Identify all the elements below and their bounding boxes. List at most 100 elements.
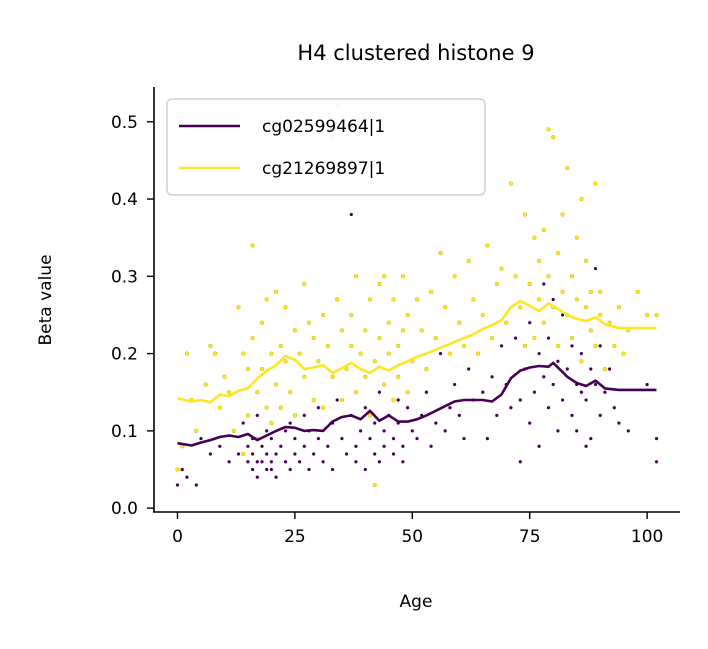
scatter-point bbox=[541, 227, 546, 233]
scatter-point bbox=[574, 235, 579, 240]
scatter-point bbox=[288, 390, 293, 395]
scatter-point bbox=[316, 436, 321, 441]
scatter-point bbox=[400, 274, 406, 279]
scatter-point bbox=[475, 351, 481, 356]
scatter-point bbox=[283, 459, 288, 464]
scatter-point bbox=[480, 390, 485, 395]
scatter-point bbox=[255, 475, 260, 480]
scatter-point bbox=[424, 390, 429, 395]
x-tick-label: 0 bbox=[172, 527, 183, 547]
scatter-point bbox=[579, 196, 584, 202]
y-axis-label: Beta value bbox=[36, 254, 56, 345]
scatter-point bbox=[546, 405, 551, 410]
scatter-point bbox=[175, 482, 180, 488]
scatter-point bbox=[320, 312, 326, 318]
scatter-point bbox=[598, 413, 603, 418]
scatter-point bbox=[316, 405, 321, 410]
scatter-point bbox=[302, 444, 307, 449]
scatter-point bbox=[546, 127, 551, 132]
legend-label-cg02599464: cg02599464|1 bbox=[262, 117, 385, 137]
scatter-point bbox=[236, 451, 241, 457]
scatter-point bbox=[644, 312, 650, 318]
scatter-point bbox=[635, 289, 640, 294]
scatter-point bbox=[443, 305, 448, 310]
scatter-point bbox=[405, 405, 410, 410]
scatter-point bbox=[626, 428, 631, 434]
scatter-point bbox=[273, 289, 279, 294]
scatter-point bbox=[583, 258, 589, 264]
scatter-point bbox=[461, 436, 467, 441]
scatter-point bbox=[593, 382, 598, 387]
scatter-point bbox=[574, 428, 579, 434]
scatter-point bbox=[363, 405, 368, 410]
plot-area bbox=[175, 104, 659, 488]
scatter-point bbox=[565, 165, 570, 171]
scatter-point bbox=[269, 351, 274, 356]
legend-label-cg21269897: cg21269897|1 bbox=[262, 159, 385, 179]
scatter-point bbox=[372, 359, 377, 364]
scatter-point bbox=[349, 212, 354, 217]
scatter-point bbox=[593, 343, 598, 349]
scatter-point bbox=[522, 343, 528, 349]
scatter-point bbox=[452, 274, 457, 279]
scatter-point bbox=[555, 359, 561, 364]
scatter-group-1 bbox=[175, 104, 659, 488]
scatter-point bbox=[508, 405, 514, 410]
scatter-point bbox=[654, 312, 659, 318]
scatter-point bbox=[405, 390, 410, 395]
scatter-point bbox=[292, 436, 298, 441]
scatter-point bbox=[494, 281, 499, 287]
scatter-point bbox=[565, 366, 570, 372]
scatter-point bbox=[217, 405, 222, 410]
scatter-point bbox=[396, 343, 401, 349]
scatter-point bbox=[358, 351, 363, 356]
scatter-point bbox=[311, 335, 316, 341]
scatter-point bbox=[339, 328, 345, 333]
scatter-point bbox=[391, 451, 396, 457]
scatter-point bbox=[226, 390, 232, 395]
scatter-point bbox=[560, 397, 565, 403]
scatter-point bbox=[278, 444, 283, 449]
scatter-point bbox=[241, 351, 246, 356]
scatter-point bbox=[250, 243, 255, 248]
scatter-point bbox=[555, 250, 561, 256]
scatter-point bbox=[391, 397, 396, 403]
scatter-point bbox=[278, 343, 283, 349]
scatter-point bbox=[377, 390, 382, 395]
scatter-point bbox=[330, 467, 335, 472]
scatter-point bbox=[457, 413, 462, 418]
scatter-point bbox=[428, 444, 434, 449]
scatter-point bbox=[579, 351, 584, 356]
y-tick-label: 0.3 bbox=[111, 267, 138, 287]
scatter-point bbox=[226, 459, 232, 464]
scatter-point bbox=[335, 397, 340, 403]
scatter-point bbox=[335, 297, 340, 302]
scatter-point bbox=[283, 428, 288, 434]
scatter-point bbox=[339, 397, 345, 403]
scatter-point bbox=[250, 451, 255, 457]
scatter-point bbox=[616, 305, 622, 310]
scatter-point bbox=[527, 420, 532, 426]
scatter-point bbox=[433, 335, 438, 341]
scatter-point bbox=[536, 297, 542, 302]
scatter-point bbox=[381, 428, 387, 434]
scatter-point bbox=[377, 281, 382, 287]
scatter-point bbox=[250, 335, 255, 341]
scatter-point bbox=[593, 266, 598, 271]
scatter-point bbox=[203, 382, 208, 387]
scatter-point bbox=[245, 413, 251, 418]
scatter-point bbox=[353, 274, 359, 279]
scatter-point bbox=[541, 320, 546, 325]
scatter-point bbox=[607, 366, 612, 372]
scatter-point bbox=[480, 312, 485, 318]
scatter-point bbox=[306, 320, 312, 325]
scatter-point bbox=[485, 243, 490, 248]
scatter-point bbox=[283, 359, 288, 364]
scatter-point bbox=[367, 297, 373, 302]
scatter-point bbox=[494, 413, 499, 418]
scatter-point bbox=[344, 366, 349, 372]
scatter-point bbox=[264, 297, 269, 302]
scatter-point bbox=[184, 475, 190, 480]
scatter-point bbox=[527, 320, 532, 325]
scatter-point bbox=[353, 444, 359, 449]
